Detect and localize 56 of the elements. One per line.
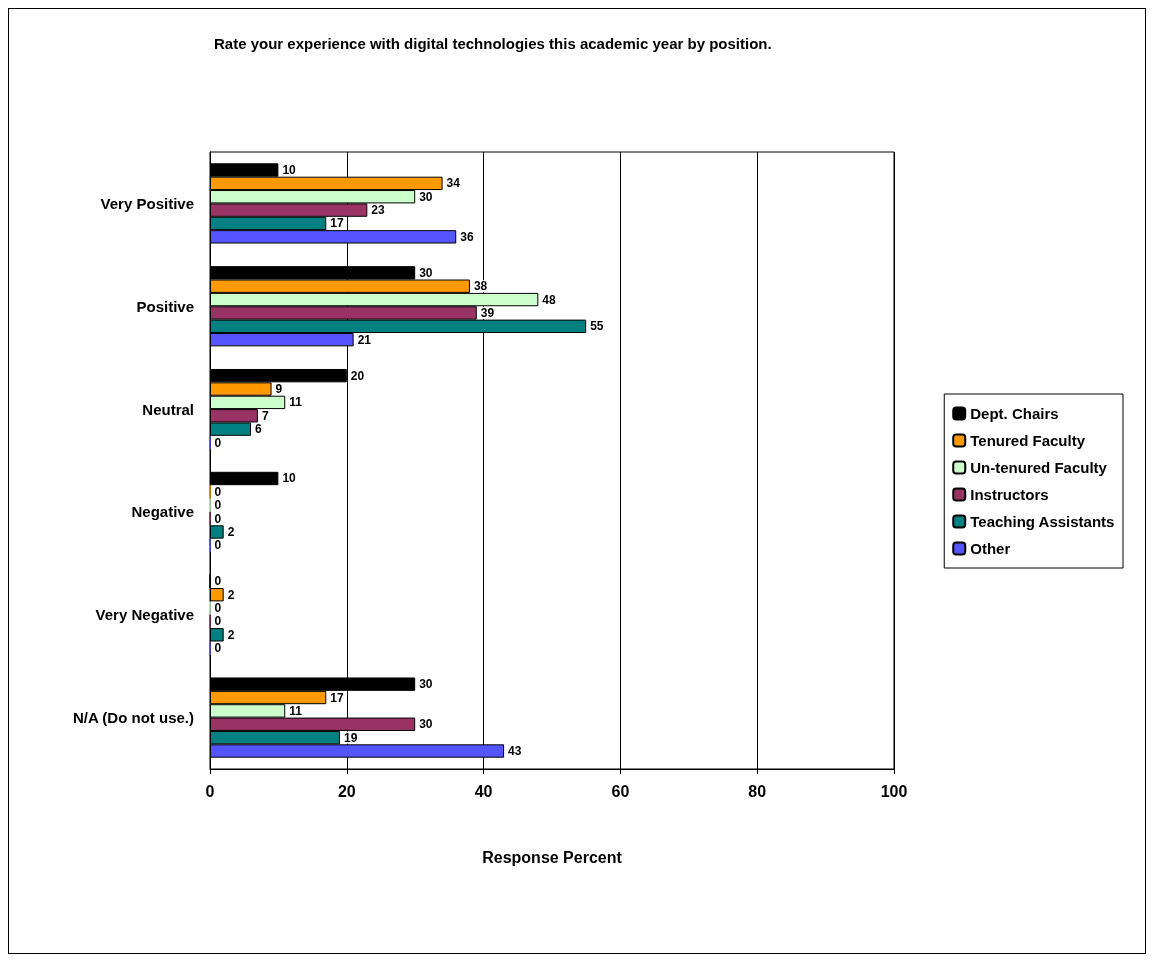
data-label: 10 [282,471,297,486]
legend-label: Other [970,540,1011,557]
x-tick-label: 20 [337,782,356,800]
data-label: 21 [357,332,372,347]
data-label: 43 [508,744,522,758]
data-label: 0 [214,484,222,499]
y-tick-label: Positive [136,297,194,315]
y-tick-label: Neutral [142,400,194,418]
data-label: 19 [343,730,358,745]
data-label: 48 [542,292,556,307]
data-label: 30 [419,189,433,204]
data-label: 0 [214,614,222,629]
x-tick-label: 40 [474,782,493,800]
data-label: 2 [227,627,235,642]
data-label: 30 [419,677,433,692]
legend-label: Instructors [970,486,1049,503]
data-label: 17 [330,690,344,705]
data-label: 30 [419,265,433,280]
x-tick-label: 60 [611,782,630,800]
data-label: 20 [350,368,365,383]
data-label: 0 [214,498,222,513]
chart-title: Rate your experience with digital technologies this academic year by position. [214,35,772,52]
legend-label: Un-tenured Faculty [970,459,1108,476]
legend-label: Teaching Assistants [970,513,1115,530]
data-label: 55 [590,319,604,334]
data-label: 2 [227,587,235,602]
data-label: 38 [473,279,488,294]
legend-label: Dept. Chairs [970,405,1059,422]
data-label: 0 [214,641,222,656]
data-label: 9 [275,382,283,397]
x-tick-label: 80 [748,782,767,800]
data-label: 36 [460,229,474,244]
data-label: 0 [214,435,222,450]
y-tick-label: N/A (Do not use.) [72,709,194,727]
y-tick-label: Very Negative [95,606,194,624]
data-label: 0 [214,601,222,616]
x-tick-label: 0 [205,782,215,800]
data-label: 6 [255,422,263,437]
legend-label: Tenured Faculty [970,432,1086,449]
data-label: 11 [289,703,303,718]
data-label: 30 [419,717,433,732]
data-label: 17 [330,216,344,231]
data-label: 11 [289,395,303,410]
data-label: 2 [227,524,235,539]
data-label: 39 [480,305,495,320]
data-label: 34 [446,176,461,191]
data-label: 10 [282,163,297,177]
y-tick-label: Very Positive [100,194,194,212]
y-tick-label: Negative [131,503,194,521]
x-tick-label: 100 [880,782,908,800]
data-label: 0 [214,511,222,526]
data-label: 23 [371,203,385,218]
data-label: 0 [214,538,222,553]
data-label: 0 [214,574,222,589]
x-axis-title: Response Percent [482,848,623,866]
data-label: 7 [261,408,269,423]
